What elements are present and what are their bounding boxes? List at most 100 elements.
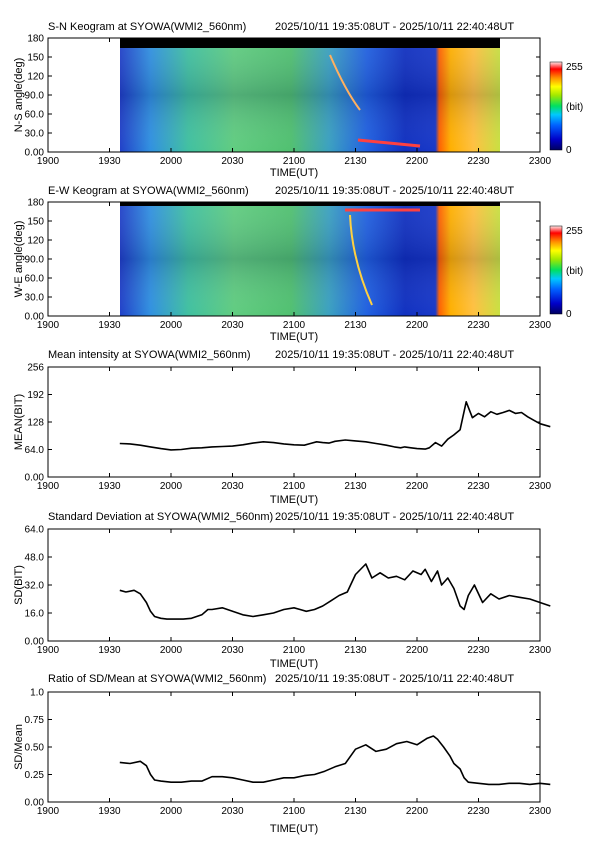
- ratio-xtick-label: 2230: [467, 806, 490, 817]
- ew-keogram-ytick-label: 180: [27, 198, 44, 209]
- ratio-ytick-label: 0.00: [25, 798, 45, 809]
- ratio-ylabel: SD/Mean: [13, 724, 25, 770]
- ew-keogram-xtick-label: 1900: [37, 320, 60, 331]
- sn-colorbar-unit: (bit): [566, 102, 583, 113]
- ew-keogram-ytick-label: 120: [27, 236, 44, 247]
- sn-colorbar-min: 0: [566, 145, 572, 156]
- sd-ytick-label: 64.0: [25, 525, 45, 536]
- mean-xtick-label: 1900: [37, 481, 60, 492]
- sn-keogram-ytick-label: 90.0: [25, 91, 45, 102]
- ratio-ytick-label: 0.50: [25, 743, 45, 754]
- ew-keogram-ytick-label: 150: [27, 217, 44, 228]
- sd-xtick-label: 2000: [160, 645, 183, 656]
- sn-keogram-bright-arc: [357, 138, 421, 148]
- mean-title: Mean intensity at SYOWA(WMI2_560nm): [48, 349, 251, 361]
- ew-keogram-timerange: 2025/10/11 19:35:08UT - 2025/10/11 22:40…: [275, 185, 514, 197]
- mean-xtick-label: 2030: [221, 481, 244, 492]
- ew-keogram-plot: [47, 201, 541, 317]
- ew-xlabel: TIME(UT): [270, 331, 318, 343]
- ew-colorbar-min: 0: [566, 309, 572, 320]
- ew-keogram-xtick-label: 2100: [283, 320, 306, 331]
- mean-xtick-label: 1930: [98, 481, 121, 492]
- sn-colorbar-max: 255: [566, 62, 583, 73]
- sd-ytick-label: 32.0: [25, 581, 45, 592]
- ew-keogram-xtick-label: 2300: [529, 320, 552, 331]
- sn-keogram-xtick-label: 1930: [98, 156, 121, 167]
- mean-ytick-label: 256: [27, 363, 44, 374]
- sd-xtick-label: 2130: [344, 645, 367, 656]
- sn-keogram-xtick-label: 1900: [37, 156, 60, 167]
- ratio-plot-frame: [47, 691, 541, 803]
- mean-xlabel: TIME(UT): [270, 494, 318, 506]
- mean-xtick-label: 2200: [406, 481, 429, 492]
- ew-colorbar-unit: (bit): [566, 266, 583, 277]
- sn-keogram-ytick-label: 60.0: [25, 110, 45, 121]
- sn-colorbar: 255 (bit) 0: [549, 61, 583, 156]
- sn-xlabel: TIME(UT): [270, 167, 318, 179]
- sn-keogram-no-data-band: [120, 38, 500, 48]
- sn-keogram-ytick-label: 120: [27, 72, 44, 83]
- sd-xtick-label: 1930: [98, 645, 121, 656]
- ew-colorbar-scale: [549, 225, 563, 315]
- ew-keogram-ytick-label: 0.00: [25, 312, 45, 323]
- ratio-xtick-label: 2300: [529, 806, 552, 817]
- sd-xtick-label: 2030: [221, 645, 244, 656]
- ratio-xlabel: TIME(UT): [270, 823, 318, 835]
- sn-colorbar-scale: [549, 61, 563, 151]
- sn-keogram-ytick-label: 30.0: [25, 129, 45, 140]
- sn-keogram-ytick-label: 180: [27, 34, 44, 45]
- mean-xtick-label: 2130: [344, 481, 367, 492]
- sn-keogram-ytick-label: 150: [27, 53, 44, 64]
- ew-keogram-xtick-label: 1930: [98, 320, 121, 331]
- ew-keogram-xtick-label: 2200: [406, 320, 429, 331]
- sn-keogram-title: S-N Keogram at SYOWA(WMI2_560nm): [48, 21, 246, 33]
- sn-keogram-xtick-label: 2230: [467, 156, 490, 167]
- mean-series-line: [119, 401, 551, 451]
- ratio-xtick-label: 2200: [406, 806, 429, 817]
- sd-ytick-label: 48.0: [25, 553, 45, 564]
- mean-timerange: 2025/10/11 19:35:08UT - 2025/10/11 22:40…: [275, 349, 514, 361]
- sn-keogram-timerange: 2025/10/11 19:35:08UT - 2025/10/11 22:40…: [275, 21, 514, 33]
- ratio-xtick-label: 2130: [344, 806, 367, 817]
- ew-keogram-xtick-label: 2130: [344, 320, 367, 331]
- ew-keogram-xtick-label: 2230: [467, 320, 490, 331]
- sd-xtick-label: 2230: [467, 645, 490, 656]
- mean-xtick-label: 2300: [529, 481, 552, 492]
- sn-keogram-xtick-label: 2130: [344, 156, 367, 167]
- mean-ytick-label: 128: [27, 418, 44, 429]
- mean-ytick-label: 64.0: [25, 445, 45, 456]
- sn-keogram-arc: [329, 54, 361, 111]
- ew-colorbar: 255 (bit) 0: [549, 225, 583, 320]
- mean-ytick-label: 192: [27, 390, 44, 401]
- ratio-ytick-label: 0.25: [25, 770, 45, 781]
- sd-ytick-label: 0.00: [25, 637, 45, 648]
- sn-keogram-xtick-label: 2000: [160, 156, 183, 167]
- mean-ytick-label: 0.00: [25, 473, 45, 484]
- sn-keogram-xtick-label: 2100: [283, 156, 306, 167]
- ratio-series-line: [119, 735, 551, 786]
- ratio-xtick-label: 1930: [98, 806, 121, 817]
- mean-xtick-label: 2000: [160, 481, 183, 492]
- sn-keogram-xtick-label: 2300: [529, 156, 552, 167]
- ratio-timerange: 2025/10/11 19:35:08UT - 2025/10/11 22:40…: [275, 673, 514, 685]
- sd-title: Standard Deviation at SYOWA(WMI2_560nm): [48, 511, 273, 523]
- ew-keogram-xtick-label: 2030: [221, 320, 244, 331]
- ew-keogram-ytick-label: 90.0: [25, 255, 45, 266]
- ew-keogram-title: E-W Keogram at SYOWA(WMI2_560nm): [48, 185, 249, 197]
- sd-xlabel: TIME(UT): [270, 658, 318, 670]
- ew-keogram-ytick-label: 30.0: [25, 293, 45, 304]
- sd-xtick-label: 2200: [406, 645, 429, 656]
- ew-colorbar-max: 255: [566, 226, 583, 237]
- sn-keogram-xtick-label: 2030: [221, 156, 244, 167]
- sd-ytick-label: 16.0: [25, 609, 45, 620]
- mean-plot-frame: [47, 366, 541, 478]
- sd-ylabel: SD(BIT): [13, 565, 25, 605]
- sd-xtick-label: 2300: [529, 645, 552, 656]
- sn-keogram-plot: [47, 37, 541, 153]
- ratio-xtick-label: 1900: [37, 806, 60, 817]
- sd-xtick-label: 2100: [283, 645, 306, 656]
- ew-keogram-shade: [120, 202, 500, 316]
- ratio-ytick-label: 1.0: [30, 688, 44, 699]
